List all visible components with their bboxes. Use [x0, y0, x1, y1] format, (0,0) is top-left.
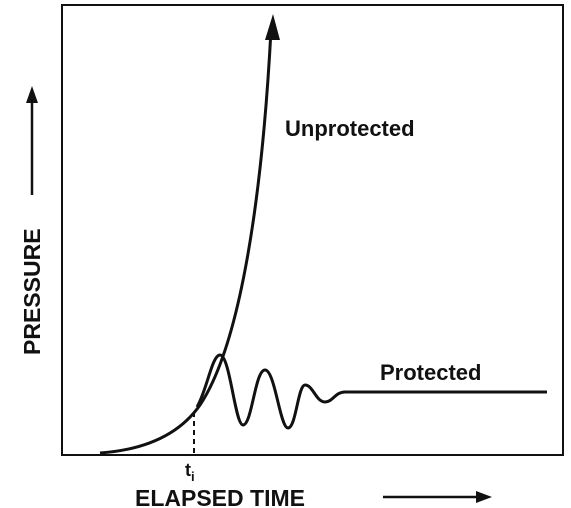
protected-curve: [195, 353, 547, 430]
x-axis-label: ELAPSED TIME: [135, 485, 305, 508]
unprotected-curve: [99, 29, 273, 455]
x-axis-arrowhead: [476, 491, 492, 503]
unprotected-label: Unprotected: [285, 116, 415, 141]
plot-frame: [61, 4, 564, 456]
unprotected-arrowhead: [265, 14, 280, 40]
ti-subscript: i: [191, 469, 195, 484]
protected-label: Protected: [380, 360, 481, 385]
y-axis-label: PRESSURE: [19, 228, 45, 355]
y-axis-arrowhead: [26, 86, 38, 103]
ti-symbol: t: [185, 460, 191, 480]
ti-label: ti: [185, 460, 195, 484]
